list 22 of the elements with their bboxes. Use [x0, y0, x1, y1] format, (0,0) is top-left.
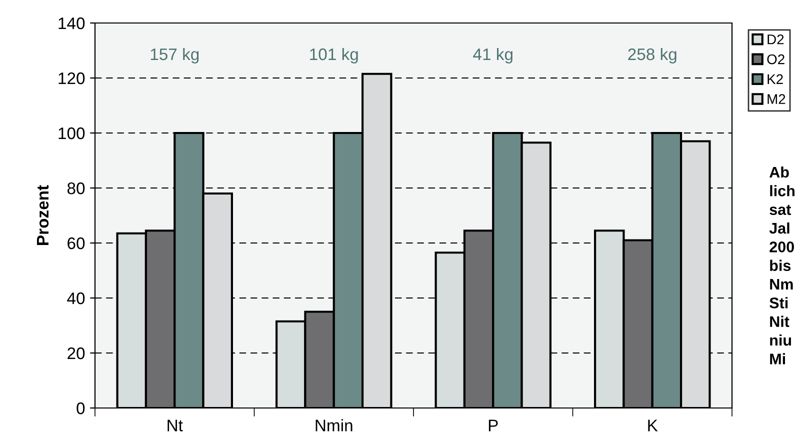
annotation: 258 kg — [628, 48, 676, 64]
x-tick-label: Nt — [168, 420, 183, 432]
annotation: 101 kg — [310, 48, 358, 64]
y-tick-label: 120 — [58, 72, 85, 84]
y-tick-label: 40 — [67, 292, 85, 304]
legend-label: O2 — [767, 54, 784, 64]
legend-label: M2 — [768, 94, 786, 104]
text: Ab lich sat Jal 200 bis Nm Sti Nit niu Mi — [769, 166, 794, 364]
x-tick-label: P — [488, 420, 498, 432]
y-tick-label: 100 — [58, 127, 85, 140]
annotation: 157 kg — [150, 48, 199, 64]
x-tick-label: Nmin — [316, 419, 352, 432]
y-axis-title: Prozent — [36, 185, 49, 245]
y-tick-label: 20 — [68, 347, 85, 360]
annotation: 41 kg — [473, 48, 512, 64]
x-tick-label: K — [648, 420, 658, 432]
legend-label: D2 — [768, 34, 784, 44]
y-tick-label: 140 — [58, 17, 85, 30]
y-tick-label: 60 — [68, 237, 85, 250]
legend-label: K2 — [768, 74, 783, 84]
y-tick-label: 0 — [76, 402, 85, 414]
y-tick-label: 80 — [67, 182, 85, 194]
